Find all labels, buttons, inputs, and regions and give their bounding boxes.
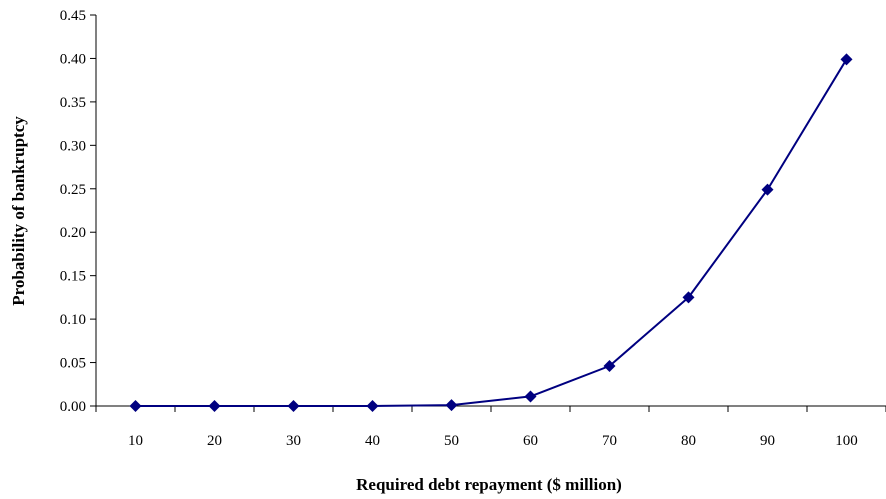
series xyxy=(129,53,853,412)
data-point-marker xyxy=(603,360,616,373)
y-tick-label: 0.00 xyxy=(60,399,86,415)
y-tick-label: 0.15 xyxy=(60,269,86,285)
y-axis-ticks: 0.00 0.05 0.10 0.15 0.20 0.25 0.30 0.35 0.40 0.45 xyxy=(60,8,96,415)
x-tick-label: 40 xyxy=(365,433,380,449)
x-tick-label: 60 xyxy=(523,433,538,449)
y-tick-label: 0.20 xyxy=(60,225,86,241)
data-point-marker xyxy=(524,390,537,403)
x-tick-label: 20 xyxy=(207,433,222,449)
x-tick-label: 80 xyxy=(681,433,696,449)
y-tick-label: 0.40 xyxy=(60,51,86,67)
y-tick-label: 0.25 xyxy=(60,182,86,198)
x-tick-label: 30 xyxy=(286,433,301,449)
data-point-marker xyxy=(366,400,379,412)
series-line xyxy=(135,58,848,407)
x-tick-label: 50 xyxy=(444,433,459,449)
x-tick-label: 90 xyxy=(760,433,775,449)
data-point-marker xyxy=(208,400,221,412)
x-axis-ticks: 10 20 30 40 50 60 70 80 90 100 xyxy=(95,406,886,449)
data-point-marker xyxy=(129,400,142,412)
x-axis-title: Required debt repayment ($ million) xyxy=(356,475,622,494)
y-tick-label: 0.45 xyxy=(60,8,86,24)
x-tick-label: 10 xyxy=(128,433,143,449)
y-axis-title: Probability of bankruptcy xyxy=(9,116,28,306)
data-point-marker xyxy=(840,53,853,66)
y-tick-label: 0.30 xyxy=(60,138,86,154)
axes xyxy=(95,15,886,407)
x-tick-label: 70 xyxy=(602,433,617,449)
x-tick-label: 100 xyxy=(835,433,858,449)
data-point-marker xyxy=(287,400,300,412)
y-tick-label: 0.10 xyxy=(60,312,86,328)
y-tick-label: 0.35 xyxy=(60,95,86,111)
data-point-marker xyxy=(445,399,458,412)
data-point-marker xyxy=(761,183,774,196)
y-tick-label: 0.05 xyxy=(60,356,86,372)
data-point-marker xyxy=(682,291,695,304)
